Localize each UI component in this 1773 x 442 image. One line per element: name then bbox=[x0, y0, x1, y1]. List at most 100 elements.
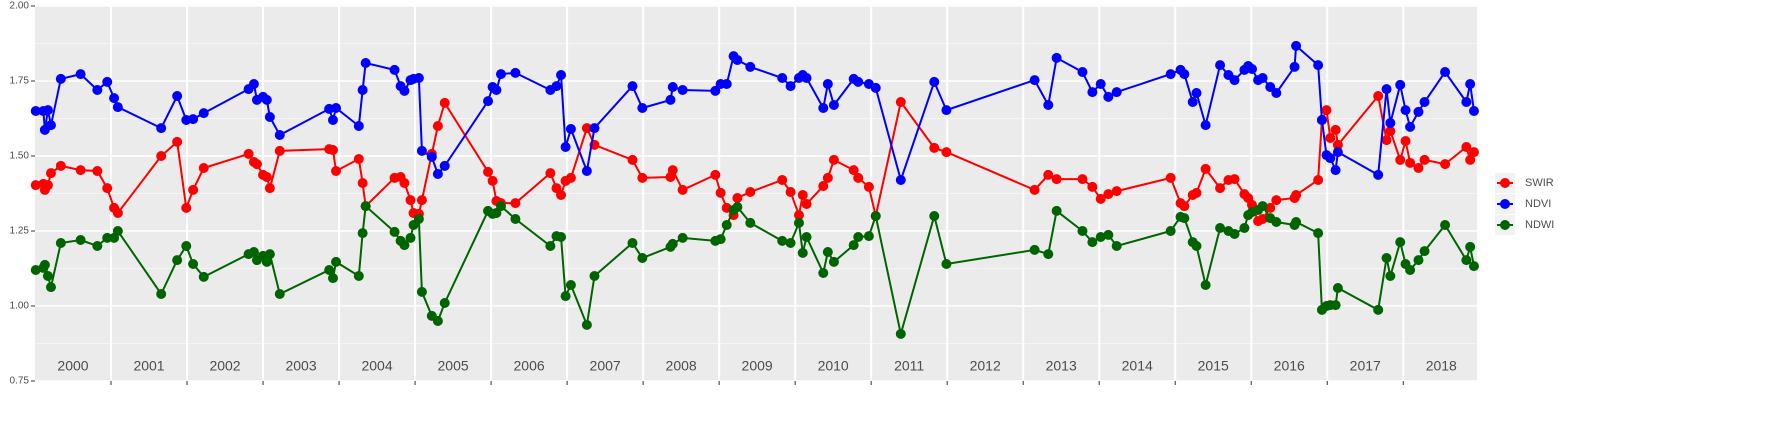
point bbox=[42, 105, 53, 116]
point bbox=[198, 108, 209, 119]
point bbox=[556, 70, 567, 80]
point bbox=[1289, 61, 1300, 72]
point bbox=[1316, 115, 1327, 125]
point bbox=[1200, 163, 1211, 174]
point bbox=[55, 238, 66, 248]
point bbox=[405, 232, 416, 243]
point bbox=[667, 238, 678, 249]
point bbox=[413, 214, 424, 224]
point bbox=[248, 247, 259, 257]
point bbox=[1400, 105, 1411, 116]
point bbox=[432, 121, 443, 131]
point bbox=[589, 123, 600, 134]
y-tick-label: 0.75 bbox=[10, 376, 30, 387]
point bbox=[895, 328, 906, 339]
point bbox=[828, 154, 839, 165]
point bbox=[55, 73, 66, 84]
point bbox=[1229, 229, 1240, 239]
point bbox=[1468, 261, 1479, 272]
point bbox=[39, 259, 50, 270]
point bbox=[637, 103, 648, 113]
point bbox=[156, 289, 167, 299]
point bbox=[357, 85, 368, 95]
year-label: 2005 bbox=[438, 358, 469, 374]
point bbox=[848, 165, 859, 176]
point bbox=[929, 211, 940, 221]
point bbox=[1468, 106, 1479, 116]
y-tick-label: 1.00 bbox=[10, 301, 30, 312]
point bbox=[863, 231, 874, 242]
point bbox=[581, 123, 592, 134]
point bbox=[745, 61, 756, 72]
point bbox=[1381, 135, 1392, 146]
point bbox=[777, 175, 788, 185]
point bbox=[1087, 181, 1098, 192]
point bbox=[45, 168, 56, 179]
point bbox=[399, 240, 410, 251]
point bbox=[560, 291, 571, 302]
point bbox=[581, 166, 592, 176]
year-label: 2001 bbox=[133, 358, 164, 374]
legend-label: SWIR bbox=[1525, 177, 1554, 189]
point bbox=[1111, 87, 1122, 98]
point bbox=[677, 232, 688, 243]
point bbox=[112, 226, 123, 236]
point bbox=[495, 201, 506, 212]
point bbox=[264, 249, 275, 260]
point bbox=[1271, 88, 1282, 98]
point bbox=[45, 120, 56, 131]
point bbox=[785, 81, 796, 92]
point bbox=[1321, 105, 1332, 116]
point bbox=[416, 145, 427, 156]
point bbox=[1095, 193, 1106, 204]
year-label: 2002 bbox=[209, 358, 240, 374]
point bbox=[75, 165, 86, 176]
point bbox=[331, 103, 342, 113]
point bbox=[1461, 255, 1472, 266]
point bbox=[801, 232, 812, 242]
point bbox=[42, 180, 53, 191]
point bbox=[1215, 60, 1226, 71]
point bbox=[1313, 60, 1324, 71]
point bbox=[1087, 237, 1098, 248]
point bbox=[181, 241, 192, 251]
point bbox=[416, 286, 427, 297]
point bbox=[710, 169, 721, 180]
point bbox=[112, 208, 123, 218]
point bbox=[1330, 124, 1341, 135]
point bbox=[188, 259, 199, 269]
point bbox=[1087, 87, 1098, 98]
point bbox=[1200, 280, 1211, 290]
point bbox=[1332, 139, 1343, 150]
legend-label: NDWI bbox=[1525, 219, 1554, 231]
point bbox=[1385, 118, 1396, 128]
point bbox=[261, 94, 272, 105]
point bbox=[1373, 91, 1384, 101]
point bbox=[1413, 163, 1424, 173]
year-label: 2008 bbox=[666, 358, 697, 374]
point bbox=[1461, 142, 1472, 152]
legend-point bbox=[1500, 220, 1510, 230]
point bbox=[853, 232, 864, 242]
point bbox=[30, 265, 41, 275]
point bbox=[1405, 157, 1416, 168]
point bbox=[1385, 271, 1396, 281]
point bbox=[1111, 186, 1122, 197]
point bbox=[1043, 169, 1054, 180]
point bbox=[324, 265, 335, 275]
point bbox=[801, 73, 812, 83]
point bbox=[274, 289, 285, 299]
point bbox=[929, 142, 940, 153]
point bbox=[172, 255, 183, 266]
point bbox=[627, 238, 638, 248]
point bbox=[637, 172, 648, 183]
point bbox=[1332, 147, 1343, 158]
point bbox=[1313, 175, 1324, 185]
point bbox=[1419, 154, 1430, 165]
point bbox=[745, 217, 756, 228]
point bbox=[92, 85, 103, 95]
point bbox=[495, 69, 506, 80]
point bbox=[1461, 97, 1472, 107]
point bbox=[721, 79, 732, 89]
point bbox=[274, 145, 285, 156]
